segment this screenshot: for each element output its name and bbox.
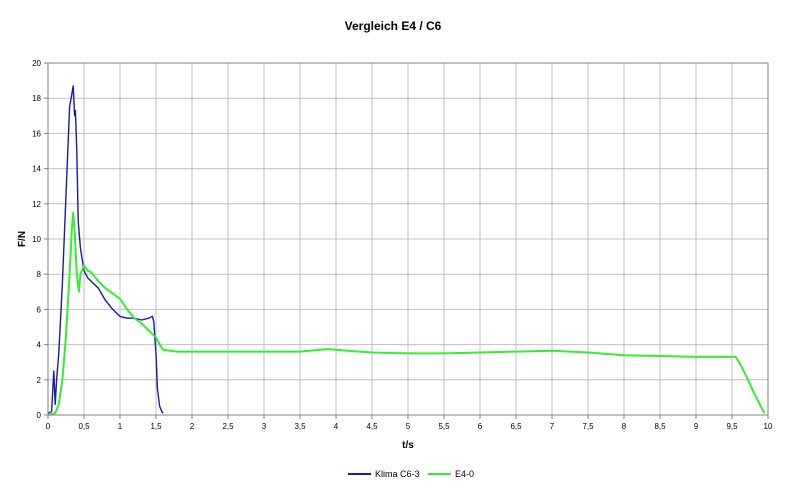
y-tick-label: 0 bbox=[37, 411, 42, 420]
x-tick-label: 2,5 bbox=[222, 422, 234, 431]
series-line-e4-0 bbox=[47, 211, 766, 416]
chart-title: Vergleich E4 / C6 bbox=[345, 19, 442, 33]
x-tick-label: 2 bbox=[190, 422, 195, 431]
x-tick-label: 1,5 bbox=[150, 422, 162, 431]
x-tick-label: 6,5 bbox=[510, 422, 522, 431]
x-tick-label: 6 bbox=[478, 422, 483, 431]
x-tick-label: 5,5 bbox=[438, 422, 450, 431]
x-tick-label: 10 bbox=[764, 422, 773, 431]
x-tick-label: 3,5 bbox=[294, 422, 306, 431]
x-tick-label: 4,5 bbox=[366, 422, 378, 431]
y-tick-label: 18 bbox=[32, 94, 41, 103]
x-axis-ticks: 0 0,5 1 1,5 2 2,5 3 3,5 4 4,5 5 5,5 6 6,5 7 7,5 8 8,5 9 9,5… bbox=[46, 415, 773, 431]
legend-label-klima-c6-3: Klima C6-3 bbox=[375, 469, 420, 479]
y-tick-label: 14 bbox=[32, 165, 41, 174]
x-tick-label: 8,5 bbox=[654, 422, 666, 431]
x-tick-label: 1 bbox=[118, 422, 123, 431]
y-axis-ticks: 0 2 4 6 8 10 12 14 16 18 20 bbox=[32, 59, 48, 420]
x-tick-label: 7,5 bbox=[582, 422, 594, 431]
x-tick-label: 0 bbox=[46, 422, 51, 431]
y-tick-label: 12 bbox=[32, 200, 41, 209]
y-tick-label: 4 bbox=[37, 341, 42, 350]
x-tick-label: 9 bbox=[694, 422, 699, 431]
y-tick-label: 6 bbox=[37, 305, 42, 314]
y-axis-label: F/N bbox=[17, 231, 28, 247]
legend-label-e4-0: E4-0 bbox=[455, 469, 474, 479]
x-axis-label: t/s bbox=[402, 440, 414, 451]
legend: Klima C6-3 E4-0 bbox=[348, 469, 474, 479]
y-tick-label: 16 bbox=[32, 129, 41, 138]
x-tick-label: 4 bbox=[334, 422, 339, 431]
x-tick-label: 3 bbox=[262, 422, 267, 431]
y-tick-label: 10 bbox=[32, 235, 41, 244]
x-tick-label: 0,5 bbox=[78, 422, 90, 431]
y-tick-label: 2 bbox=[37, 376, 42, 385]
series-line-klima-c6-3 bbox=[47, 85, 164, 414]
x-tick-label: 8 bbox=[622, 422, 627, 431]
y-tick-label: 20 bbox=[32, 59, 41, 68]
x-tick-label: 5 bbox=[406, 422, 411, 431]
y-tick-label: 8 bbox=[37, 270, 42, 279]
x-tick-label: 7 bbox=[550, 422, 555, 431]
x-tick-label: 9,5 bbox=[726, 422, 738, 431]
series-layer bbox=[47, 85, 766, 416]
